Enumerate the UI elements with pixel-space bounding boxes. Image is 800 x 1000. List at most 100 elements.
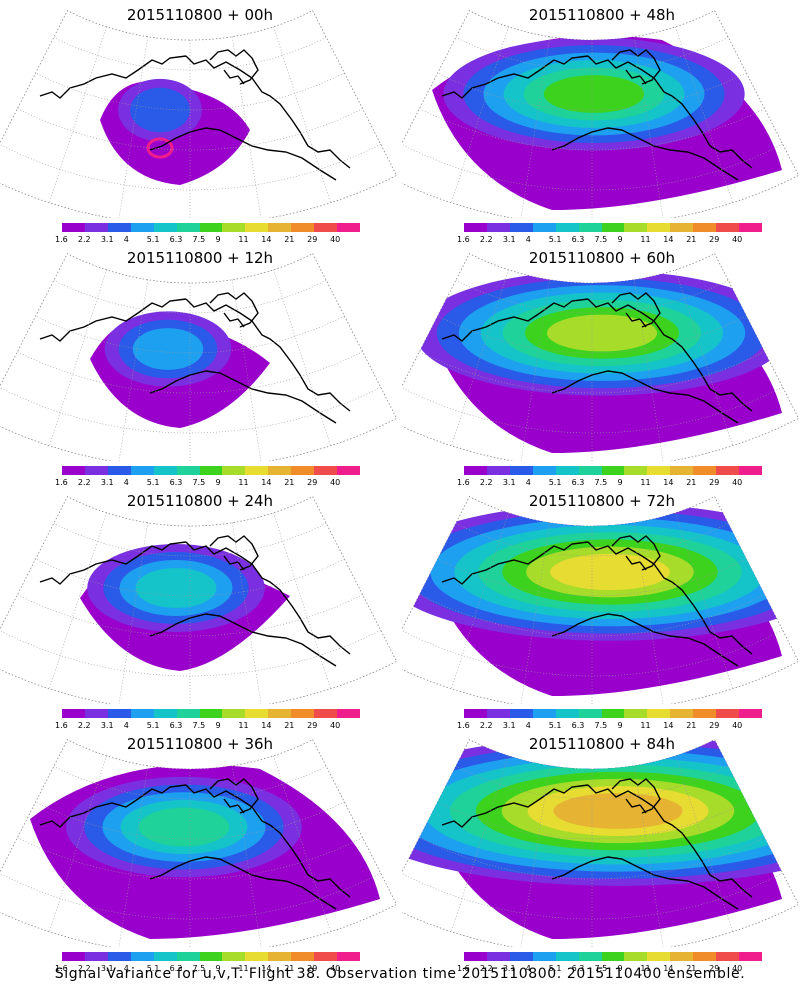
coastline bbox=[223, 69, 245, 85]
colorbar-tick-label: 4 bbox=[123, 721, 129, 730]
coastline bbox=[209, 778, 259, 814]
coastline bbox=[441, 55, 589, 99]
coastline bbox=[611, 778, 661, 814]
colorbar-tick-label: 9 bbox=[617, 964, 623, 973]
colorbar-tick-label: 21 bbox=[284, 478, 295, 487]
map-plot bbox=[402, 739, 800, 947]
map-panel: 2015110800 + 72h 1.6 2.2 3.1 4 5.1 6.3 7.5 9 11 14… bbox=[402, 486, 800, 731]
colorbar-tick-label: 5.1 bbox=[146, 721, 160, 730]
panel-title: 2015110800 + 24h bbox=[126, 492, 274, 510]
colorbar-tick-label: 7.5 bbox=[192, 235, 206, 244]
longitude-line bbox=[675, 512, 733, 689]
colorbar-tick-label: 14 bbox=[261, 478, 272, 487]
colorbar-tick-label: 9 bbox=[215, 964, 221, 973]
longitude-line bbox=[118, 765, 149, 947]
colorbar-tick-label: 40 bbox=[732, 721, 743, 730]
colorbar-swatch bbox=[647, 709, 671, 718]
coastline bbox=[39, 298, 187, 342]
coastline bbox=[625, 312, 647, 328]
latitude-line bbox=[455, 766, 729, 800]
colorbar bbox=[62, 223, 361, 232]
colorbar-tick-label: 21 bbox=[686, 235, 697, 244]
coastline bbox=[587, 541, 753, 655]
colorbar-tick-label: 14 bbox=[261, 721, 272, 730]
colorbar-swatch bbox=[314, 223, 338, 232]
colorbar-swatch bbox=[509, 952, 534, 961]
colorbar-tick-label: 7.5 bbox=[192, 478, 206, 487]
map-panel: 2015110800 + 12h 1.6 2.2 3.1 4 5.1 6.3 7.5 9 11 14… bbox=[0, 243, 400, 488]
colorbar-tick-label: 14 bbox=[663, 235, 674, 244]
longitude-line bbox=[520, 279, 551, 461]
longitude-line bbox=[273, 26, 331, 203]
colorbar-tick-label: 21 bbox=[686, 478, 697, 487]
colorbar-tick-label: 2.2 bbox=[479, 964, 493, 973]
colorbar-tick-label: 5.1 bbox=[146, 478, 160, 487]
colorbar-swatch bbox=[84, 952, 109, 961]
colorbar-swatch bbox=[153, 223, 178, 232]
colorbar-swatch bbox=[291, 466, 315, 475]
colorbar-swatch bbox=[337, 223, 361, 232]
latitude-line bbox=[53, 766, 327, 800]
colorbar-swatch bbox=[84, 466, 109, 475]
colorbar-swatch bbox=[337, 466, 361, 475]
longitude-line bbox=[520, 522, 551, 704]
coastline bbox=[625, 69, 647, 85]
coastline bbox=[611, 535, 661, 571]
colorbar-tick-labels: 1.6 2.2 3.1 4 5.1 6.3 7.5 9 11 14 21 29 40 bbox=[457, 235, 755, 245]
colorbar-swatch bbox=[153, 952, 178, 961]
panel-title: 2015110800 + 84h bbox=[528, 735, 676, 753]
colorbar-swatch bbox=[716, 223, 740, 232]
colorbar-tick-label: 6.3 bbox=[571, 721, 585, 730]
map-plot bbox=[402, 10, 800, 218]
colorbar-tick-label: 1.6 bbox=[55, 721, 68, 730]
coastline bbox=[625, 555, 647, 571]
colorbar-swatch bbox=[268, 952, 292, 961]
coastline bbox=[223, 798, 245, 814]
coastline bbox=[611, 292, 661, 328]
panel-title: 2015110800 + 00h bbox=[126, 6, 274, 24]
longitude-line bbox=[118, 279, 149, 461]
colorbar-tick-label: 1.6 bbox=[55, 478, 68, 487]
map-panel: 2015110800 + 48h 1.6 2.2 3.1 4 5.1 6.3 7.5 9 11 14… bbox=[402, 0, 800, 245]
colorbar-swatch bbox=[199, 466, 223, 475]
colorbar-swatch bbox=[130, 709, 155, 718]
colorbar-tick-labels: 1.6 2.2 3.1 4 5.1 6.3 7.5 9 11 14 21 29 40 bbox=[457, 721, 755, 731]
colorbar-tick-label: 6.3 bbox=[571, 478, 585, 487]
coastline bbox=[209, 535, 259, 571]
colorbar-tick-label: 11 bbox=[238, 964, 249, 973]
colorbar-tick-label: 7.5 bbox=[594, 721, 608, 730]
colorbar-swatch bbox=[647, 223, 671, 232]
colorbar-swatch bbox=[624, 223, 648, 232]
colorbar-swatch bbox=[62, 223, 86, 232]
coastline bbox=[209, 49, 259, 85]
colorbar-swatch bbox=[464, 466, 488, 475]
colorbar-swatch bbox=[130, 466, 155, 475]
colorbar-swatch bbox=[693, 709, 717, 718]
colorbar bbox=[464, 223, 763, 232]
colorbar-tick-label: 1.6 bbox=[457, 964, 470, 973]
colorbar bbox=[62, 709, 361, 718]
colorbar-tick-label: 4 bbox=[525, 964, 531, 973]
colorbar-swatch bbox=[84, 709, 109, 718]
colorbar-swatch bbox=[107, 952, 132, 961]
coastline bbox=[209, 292, 259, 328]
longitude-line bbox=[633, 765, 664, 947]
colorbar-swatch bbox=[509, 709, 534, 718]
coastline bbox=[587, 784, 753, 898]
colorbar-tick-label: 11 bbox=[238, 721, 249, 730]
panel-title: 2015110800 + 72h bbox=[528, 492, 676, 510]
colorbar-tick-label: 4 bbox=[525, 721, 531, 730]
colorbar-tick-label: 2.2 bbox=[77, 964, 91, 973]
colorbar-tick-label: 40 bbox=[732, 964, 743, 973]
colorbar-tick-label: 29 bbox=[709, 721, 720, 730]
colorbar-tick-label: 9 bbox=[215, 235, 221, 244]
colorbar-swatch bbox=[739, 709, 763, 718]
colorbar-tick-label: 11 bbox=[238, 235, 249, 244]
panel-title: 2015110800 + 60h bbox=[528, 249, 676, 267]
colorbar-tick-label: 40 bbox=[732, 478, 743, 487]
coastline bbox=[149, 127, 337, 181]
colorbar-tick-label: 11 bbox=[238, 478, 249, 487]
colorbar-tick-label: 29 bbox=[307, 478, 318, 487]
colorbar-tick-label: 40 bbox=[330, 235, 341, 244]
colorbar-swatch bbox=[693, 952, 717, 961]
